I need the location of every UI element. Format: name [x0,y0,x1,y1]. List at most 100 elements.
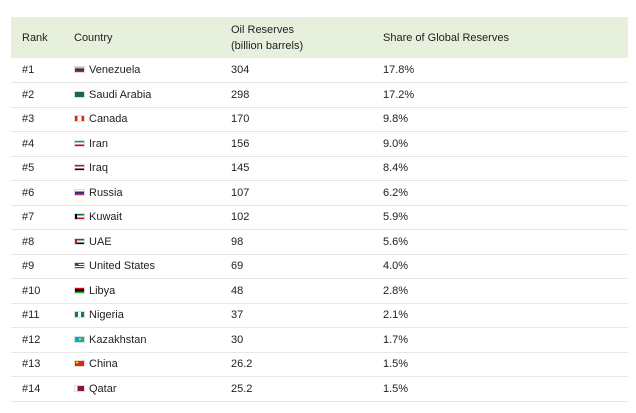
rank-cell: #1 [22,64,35,76]
rank-cell: #13 [22,358,41,371]
oil-reserves-cell: 25.2 [231,382,253,395]
table-header: Rank Country Oil Reserves (billion barre… [11,17,628,58]
rank-cell: #2 [22,88,35,101]
share-cell: 5.9% [383,211,409,224]
share-cell: 9.8% [383,113,409,126]
country-name: Iraq [89,162,108,175]
flag-canada-icon [74,115,85,123]
table-row: #8 UAE 98 5.6% [11,230,628,254]
rank-cell: #7 [22,211,35,224]
country-cell: Saudi Arabia [74,83,231,108]
table-row: #10 Libya 48 2.8% [11,279,628,304]
rank-cell: #8 [22,235,35,248]
country-name: China [89,358,118,371]
country-cell: Russia [74,181,231,206]
flag-saudi-arabia-icon [74,90,85,98]
rank-header: Rank [22,31,48,44]
share-cell: 17.8% [383,64,415,76]
rank-cell: #14 [22,382,41,395]
country-name: Canada [89,113,128,126]
oil-reserves-cell: 170 [231,113,250,126]
table-row: #11 Nigeria 37 2.1% [11,303,628,328]
table-row: #7 Kuwait 102 5.9% [11,205,628,230]
country-name: Libya [89,284,116,297]
country-cell: Libya [74,279,231,304]
oil-reserves-table: Rank Country Oil Reserves (billion barre… [11,17,628,402]
rank-cell: #4 [22,137,35,150]
country-name: Kuwait [89,211,123,224]
oil-reserves-header: Oil Reserves (billion barrels) [231,17,383,58]
rank-cell: #9 [22,260,35,273]
oil-reserves-cell: 102 [231,211,250,224]
country-cell: Iran [74,132,231,157]
oil-reserves-header-line2: (billion barrels) [231,39,304,52]
table-row: #12 Kazakhstan 30 1.7% [11,328,628,353]
share-cell: 17.2% [383,88,415,101]
country-cell: Qatar [74,377,231,402]
table-row: #1 Venezuela 304 17.8% [11,58,628,83]
flag-libya-icon [74,286,85,294]
country-cell: Canada [74,107,231,132]
oil-reserves-cell: 145 [231,162,250,175]
oil-reserves-cell: 48 [231,284,244,297]
flag-kuwait-icon [74,213,85,221]
country-cell: Kuwait [74,205,231,230]
country-cell: Iraq [74,156,231,181]
table-row: #6 Russia 107 6.2% [11,181,628,206]
share-cell: 1.5% [383,358,409,371]
share-cell: 6.2% [383,186,409,199]
table-row: #13 China 26.2 1.5% [11,352,628,377]
share-cell: 4.0% [383,260,409,273]
flag-united-states-icon [74,262,85,270]
rank-cell: #11 [22,309,40,322]
country-cell: Venezuela [74,58,231,83]
flag-iraq-icon [74,164,85,172]
share-cell: 1.7% [383,333,409,346]
country-name: Kazakhstan [89,333,147,346]
country-name: Nigeria [89,309,124,322]
flag-nigeria-icon [74,311,85,319]
country-name: Iran [89,137,108,150]
rank-cell: #5 [22,162,35,175]
oil-reserves-cell: 304 [231,64,250,76]
country-cell: United States [74,254,231,279]
share-cell: 2.1% [383,309,409,322]
country-header: Country [74,31,113,44]
rank-cell: #3 [22,113,35,126]
oil-reserves-header-line1: Oil Reserves [231,23,294,36]
table-row: #14 Qatar 25.2 1.5% [11,377,628,402]
share-cell: 8.4% [383,162,409,175]
table-body: #1 Venezuela 304 17.8% #2 Saudi Arabia 2… [11,58,628,401]
country-name: Venezuela [89,64,141,76]
table-row: #5 Iraq 145 8.4% [11,156,628,181]
oil-reserves-cell: 98 [231,235,244,248]
flag-kazakhstan-icon [74,335,85,343]
oil-reserves-cell: 26.2 [231,358,253,371]
oil-reserves-cell: 37 [231,309,244,322]
flag-iran-icon [74,139,85,147]
header-row: Rank Country Oil Reserves (billion barre… [11,17,628,58]
table-row: #9 United States 69 4.0% [11,254,628,279]
country-name: UAE [89,235,112,248]
oil-reserves-cell: 107 [231,186,250,199]
country-cell: Nigeria [74,303,231,328]
table-row: #4 Iran 156 9.0% [11,132,628,157]
share-header: Share of Global Reserves [383,31,509,44]
share-cell: 1.5% [383,382,409,395]
flag-russia-icon [74,188,85,196]
share-cell: 2.8% [383,284,409,297]
flag-qatar-icon [74,384,85,392]
country-name: United States [89,260,156,273]
country-name: Saudi Arabia [89,88,152,101]
oil-reserves-cell: 69 [231,260,244,273]
country-name: Russia [89,186,123,199]
country-cell: Kazakhstan [74,328,231,353]
oil-reserves-cell: 156 [231,137,250,150]
table-row: #2 Saudi Arabia 298 17.2% [11,83,628,108]
share-cell: 9.0% [383,137,409,150]
oil-reserves-cell: 298 [231,88,250,101]
flag-uae-icon [74,237,85,245]
share-cell: 5.6% [383,235,409,248]
flag-china-icon [74,360,85,368]
